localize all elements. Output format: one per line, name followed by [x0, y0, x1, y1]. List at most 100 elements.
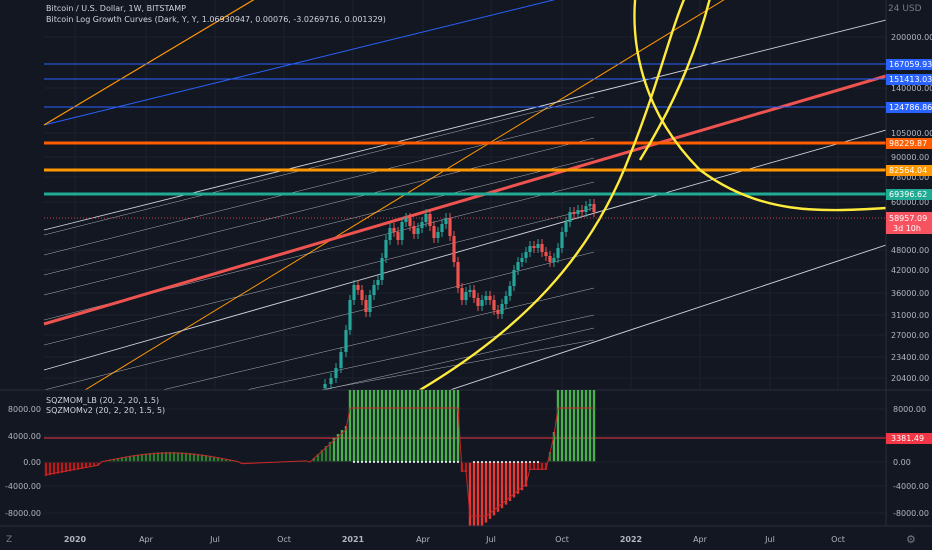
currency-label[interactable]: 24 USD	[888, 4, 922, 14]
time-tick-label: 2020	[64, 535, 87, 544]
histogram-bar	[144, 453, 148, 462]
squeeze-dot	[405, 461, 407, 463]
squeeze-dot	[469, 461, 471, 463]
histogram-bar	[340, 430, 344, 462]
histogram-bar	[364, 390, 368, 462]
histogram-bar	[92, 462, 96, 467]
squeeze-dot	[77, 461, 79, 463]
settings-gear-icon[interactable]: ⚙	[906, 533, 916, 546]
histogram-bar	[172, 452, 176, 462]
indicator-tick-left: -8000.00	[5, 509, 41, 518]
squeeze-dot	[577, 461, 579, 463]
squeeze-dot	[329, 461, 331, 463]
last-price-text: 58957.09	[889, 214, 927, 223]
squeeze-dot	[397, 461, 399, 463]
squeeze-dot	[337, 461, 339, 463]
candle-body	[456, 262, 460, 288]
price-candles	[323, 199, 596, 390]
histogram-bar	[404, 390, 408, 462]
histogram-bar	[488, 462, 492, 519]
candle-body	[588, 204, 592, 206]
squeeze-dot	[185, 461, 187, 463]
candle-body	[380, 258, 384, 280]
squeeze-dot	[97, 461, 99, 463]
indicator-legend-1[interactable]: SQZMOM_LB (20, 2, 20, 1.5)	[46, 396, 160, 405]
squeeze-dot	[537, 461, 539, 463]
histogram-bar	[356, 390, 360, 462]
squeeze-dot	[105, 461, 107, 463]
histogram-bar	[168, 452, 172, 462]
indicator-legend-2[interactable]: SQZMOMv2 (20, 2, 20, 1.5, 5)	[46, 406, 166, 415]
histogram-bar	[156, 452, 160, 462]
squeeze-dot	[393, 461, 395, 463]
time-axis[interactable]: 2020 Apr Jul Oct 2021 Apr Jul Oct 2022 Apr Jul Oct	[64, 535, 845, 544]
histogram-bar	[184, 452, 188, 462]
time-tick-label: 2022	[620, 535, 642, 544]
candle-body	[364, 300, 368, 312]
price-axis[interactable]: 200000.00 140000.00 105000.00 90000.00 78000…	[891, 33, 932, 383]
level-price-text: 151413.03	[889, 75, 932, 84]
candle-body	[388, 228, 392, 240]
squeeze-dot	[473, 461, 475, 463]
histogram-bar	[52, 462, 56, 475]
indicator-tick-left: 4000.00	[8, 432, 41, 441]
squeeze-dot	[213, 461, 215, 463]
squeeze-dot	[581, 461, 583, 463]
indicator-title[interactable]: Bitcoin Log Growth Curves (Dark, Y, Y, 1…	[46, 15, 386, 24]
squeeze-dot	[229, 461, 231, 463]
squeeze-dot	[205, 461, 207, 463]
squeeze-dot	[341, 461, 343, 463]
candle-body	[440, 224, 444, 232]
candle-body	[334, 368, 338, 378]
indicator-pane[interactable]	[44, 387, 886, 537]
histogram-bar	[120, 457, 124, 462]
candle-body	[344, 330, 348, 352]
indicator-tick-left: 8000.00	[8, 405, 41, 414]
squeeze-dot	[381, 461, 383, 463]
squeeze-dot	[529, 461, 531, 463]
histogram-bar	[224, 458, 228, 462]
squeeze-dot	[345, 461, 347, 463]
squeeze-dot	[113, 461, 115, 463]
histogram-bar	[544, 462, 548, 470]
squeeze-dot	[497, 461, 499, 463]
candle-body	[408, 218, 412, 226]
histogram-bar	[140, 453, 144, 462]
squeeze-dot	[465, 461, 467, 463]
squeeze-dot	[369, 461, 371, 463]
level-price-tag	[886, 74, 932, 85]
histogram-bar	[200, 454, 204, 462]
candle-body	[532, 246, 536, 248]
indicator-tick-right: 8000.00	[893, 405, 926, 414]
squeeze-dot	[69, 461, 71, 463]
squeeze-dot	[225, 461, 227, 463]
candle-body	[552, 258, 556, 262]
histogram-bar	[568, 390, 572, 462]
candle-body	[580, 210, 584, 212]
price-pane[interactable]	[43, 0, 886, 400]
squeeze-dot	[457, 461, 459, 463]
candle-body	[544, 252, 548, 256]
price-tick-label: 140000.00	[891, 84, 932, 93]
symbol-title[interactable]: Bitcoin / U.S. Dollar, 1W, BITSTAMP	[46, 4, 186, 13]
squeeze-dot	[305, 461, 307, 463]
candle-body	[352, 285, 356, 300]
histogram-bar	[592, 390, 596, 462]
histogram-bar	[448, 390, 452, 462]
candle-body	[564, 222, 568, 232]
histogram-bar	[492, 462, 496, 516]
indicator-level-text: 3381.49	[891, 434, 924, 443]
z-icon[interactable]: Z	[6, 535, 13, 545]
momentum-line	[45, 407, 594, 517]
squeeze-dot	[253, 461, 255, 463]
candle-body	[524, 252, 528, 258]
histogram-bar	[540, 462, 544, 470]
histogram-bar	[80, 462, 84, 469]
histogram-bar	[72, 462, 76, 471]
candle-body	[536, 244, 540, 248]
histogram-bar	[452, 390, 456, 462]
histogram-bar	[204, 455, 208, 462]
squeeze-dot	[589, 461, 591, 463]
histogram-bar	[332, 438, 336, 462]
